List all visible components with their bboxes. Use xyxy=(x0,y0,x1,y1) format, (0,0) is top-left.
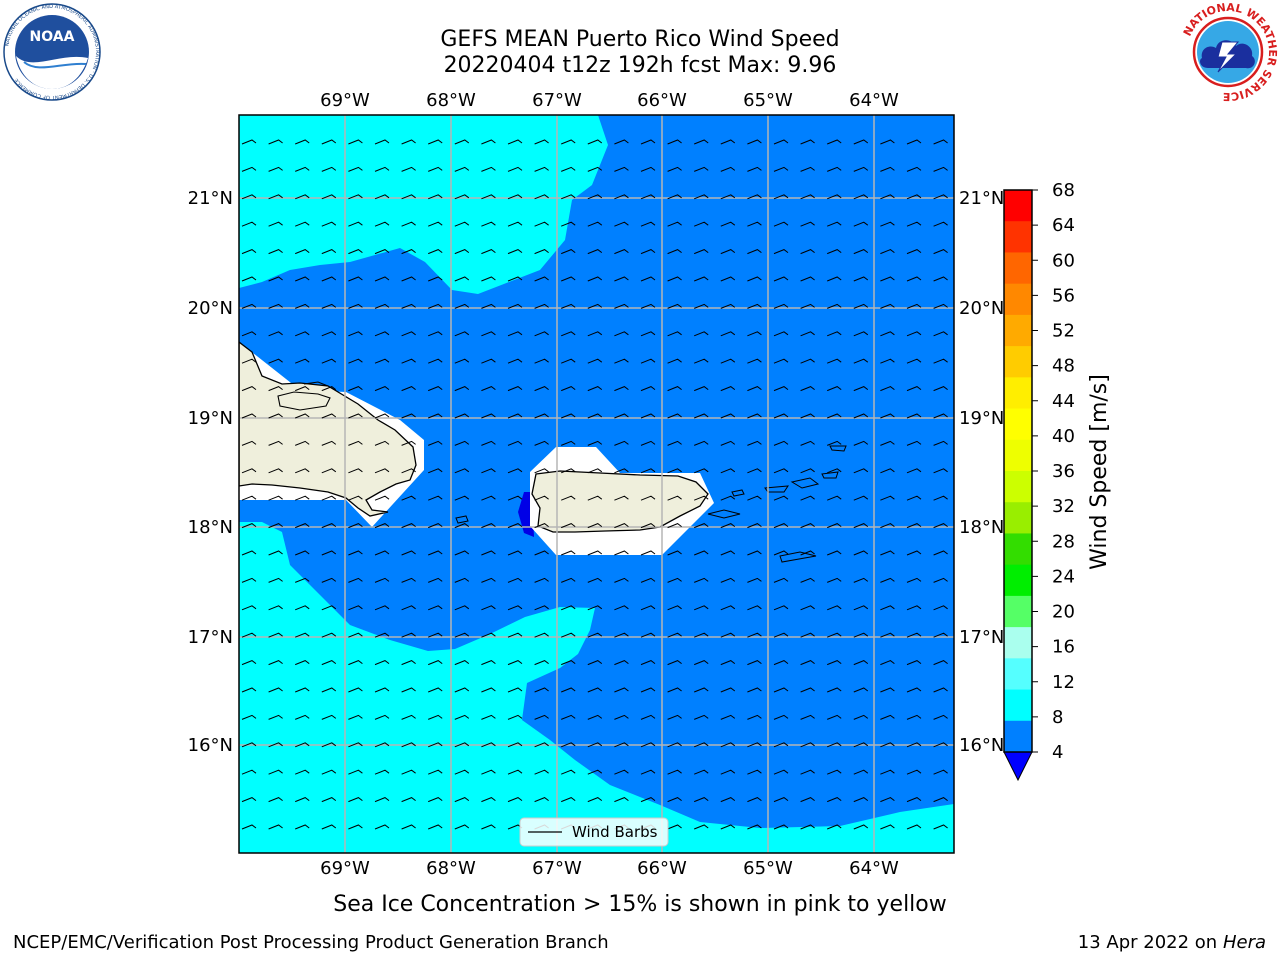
lon-label: 65°W xyxy=(743,858,793,879)
lat-label: 18°N xyxy=(188,517,233,538)
colorbar-tick-label: 20 xyxy=(1052,602,1075,623)
colorbar-tick-label: 24 xyxy=(1052,566,1075,587)
title-line-1: GEFS MEAN Puerto Rico Wind Speed xyxy=(440,27,840,52)
land-st-croix xyxy=(779,551,817,563)
colorbar-tick-label: 40 xyxy=(1052,426,1075,447)
colorbar-segment xyxy=(1004,283,1032,316)
colorbar-segment xyxy=(1004,720,1032,753)
land-gonave xyxy=(277,391,331,411)
lat-label: 16°N xyxy=(959,735,1004,756)
colorbar-tick-label: 28 xyxy=(1052,531,1075,552)
colorbar-segment xyxy=(1004,564,1032,597)
lat-label: 20°N xyxy=(959,298,1004,319)
lat-label: 18°N xyxy=(959,517,1004,538)
land-st-thomas xyxy=(764,485,789,493)
colorbar-segment xyxy=(1004,439,1032,472)
land-vieques xyxy=(707,509,741,519)
lat-label: 17°N xyxy=(959,627,1004,648)
colorbar-segment xyxy=(1004,221,1032,253)
lon-label: 69°W xyxy=(320,90,370,111)
colorbar-tick-label: 60 xyxy=(1052,250,1075,271)
lon-label: 69°W xyxy=(320,858,370,879)
colorbar xyxy=(1003,189,1033,782)
colorbar-segment xyxy=(1004,190,1032,222)
lat-label: 19°N xyxy=(959,408,1004,429)
noaa-logo-text: NOAA xyxy=(30,29,75,45)
colorbar-label: Wind Speed [m/s] xyxy=(1087,374,1112,570)
colorbar-tick-label: 36 xyxy=(1052,461,1075,482)
land-bvi xyxy=(790,477,820,489)
colorbar-tick-label: 48 xyxy=(1052,356,1075,377)
lon-label: 68°W xyxy=(426,90,476,111)
colorbar-tick-label: 44 xyxy=(1052,391,1075,412)
colorbar-tick-label: 68 xyxy=(1052,180,1075,201)
land-culebra xyxy=(731,489,745,497)
footer-credit: NCEP/EMC/Verification Post Processing Pr… xyxy=(13,932,609,953)
wind-fill-8-12-south xyxy=(239,522,954,853)
lat-label: 21°N xyxy=(188,188,233,209)
lat-labels-right: 21°N 20°N 19°N 18°N 17°N 16°N xyxy=(959,188,1004,756)
wind-barbs xyxy=(241,139,948,830)
land-puerto-rico xyxy=(531,470,709,533)
colorbar-tick-label: 8 xyxy=(1052,707,1063,728)
colorbar-segment xyxy=(1004,595,1032,628)
wind-barb-field xyxy=(241,139,948,830)
colorbar-tick-label: 52 xyxy=(1052,321,1075,342)
lon-label: 64°W xyxy=(849,90,899,111)
lon-labels-top: 69°W 68°W 67°W 66°W 65°W 64°W xyxy=(320,90,899,111)
lon-label: 68°W xyxy=(426,858,476,879)
lat-label: 16°N xyxy=(188,735,233,756)
legend-box xyxy=(519,817,669,847)
lat-labels-left: 21°N 20°N 19°N 18°N 17°N 16°N xyxy=(188,188,233,756)
lat-label: 19°N xyxy=(188,408,233,429)
colorbar-tick-label: 16 xyxy=(1052,637,1075,658)
lat-label: 21°N xyxy=(959,188,1004,209)
lon-labels-bottom: 69°W 68°W 67°W 66°W 65°W 64°W xyxy=(320,858,899,879)
colorbar-segment xyxy=(1004,533,1032,566)
lon-label: 66°W xyxy=(637,90,687,111)
footer-machine: Hera xyxy=(1222,932,1266,953)
colorbar-segment xyxy=(1004,346,1032,378)
graticule xyxy=(239,115,954,853)
noaa-logo: NOAA NATIONAL OCEANIC AND ATMOSPHERIC AD… xyxy=(3,3,101,101)
colorbar-tick-label: 56 xyxy=(1052,285,1075,306)
lat-label: 17°N xyxy=(188,627,233,648)
map-title: GEFS MEAN Puerto Rico Wind Speed 2022040… xyxy=(50,27,1230,79)
wind-fill-8-12-north xyxy=(239,115,608,294)
nws-logo: NATIONAL WEATHER SERVICE xyxy=(1181,2,1278,102)
colorbar-segment xyxy=(1004,689,1032,722)
colorbar-tick-label: 64 xyxy=(1052,215,1075,236)
colorbar-tick-label: 32 xyxy=(1052,496,1075,517)
colorbar-tick-label: 4 xyxy=(1052,742,1063,763)
colorbar-segment xyxy=(1004,502,1032,534)
title-line-2: 20220404 t12z 192h fcst Max: 9.96 xyxy=(443,53,837,78)
lon-label: 67°W xyxy=(532,858,582,879)
colorbar-segment xyxy=(1004,658,1032,691)
colorbar-segment xyxy=(1004,471,1032,503)
colorbar-segment xyxy=(1004,408,1032,441)
land-tortuga xyxy=(303,381,329,387)
colorbar-segment xyxy=(1004,377,1032,410)
land-mona xyxy=(455,515,469,524)
lon-label: 66°W xyxy=(637,858,687,879)
footer-date-text: 13 Apr 2022 on xyxy=(1077,932,1223,953)
land-anegada xyxy=(829,445,847,452)
lon-label: 64°W xyxy=(849,858,899,879)
colorbar-under-arrow xyxy=(1003,751,1033,782)
colorbar-segment xyxy=(1004,252,1032,285)
legend-label: Wind Barbs xyxy=(572,823,658,841)
colorbar-segment xyxy=(1004,314,1032,347)
land-virgin-gorda xyxy=(821,471,839,479)
lon-label: 67°W xyxy=(532,90,582,111)
map-frame xyxy=(238,114,955,854)
colorbar-tick-label: 12 xyxy=(1052,672,1075,693)
footer-date: 13 Apr 2022 on Hera xyxy=(1078,932,1266,953)
lat-label: 20°N xyxy=(188,298,233,319)
colorbar-segment xyxy=(1004,627,1032,659)
sea-ice-note: Sea Ice Concentration > 15% is shown in … xyxy=(333,892,947,917)
colorbar-ticks: 68 64 60 56 52 48 44 40 36 32 28 24 20 16 12 8 4 xyxy=(1032,180,1075,763)
lon-label: 65°W xyxy=(743,90,793,111)
